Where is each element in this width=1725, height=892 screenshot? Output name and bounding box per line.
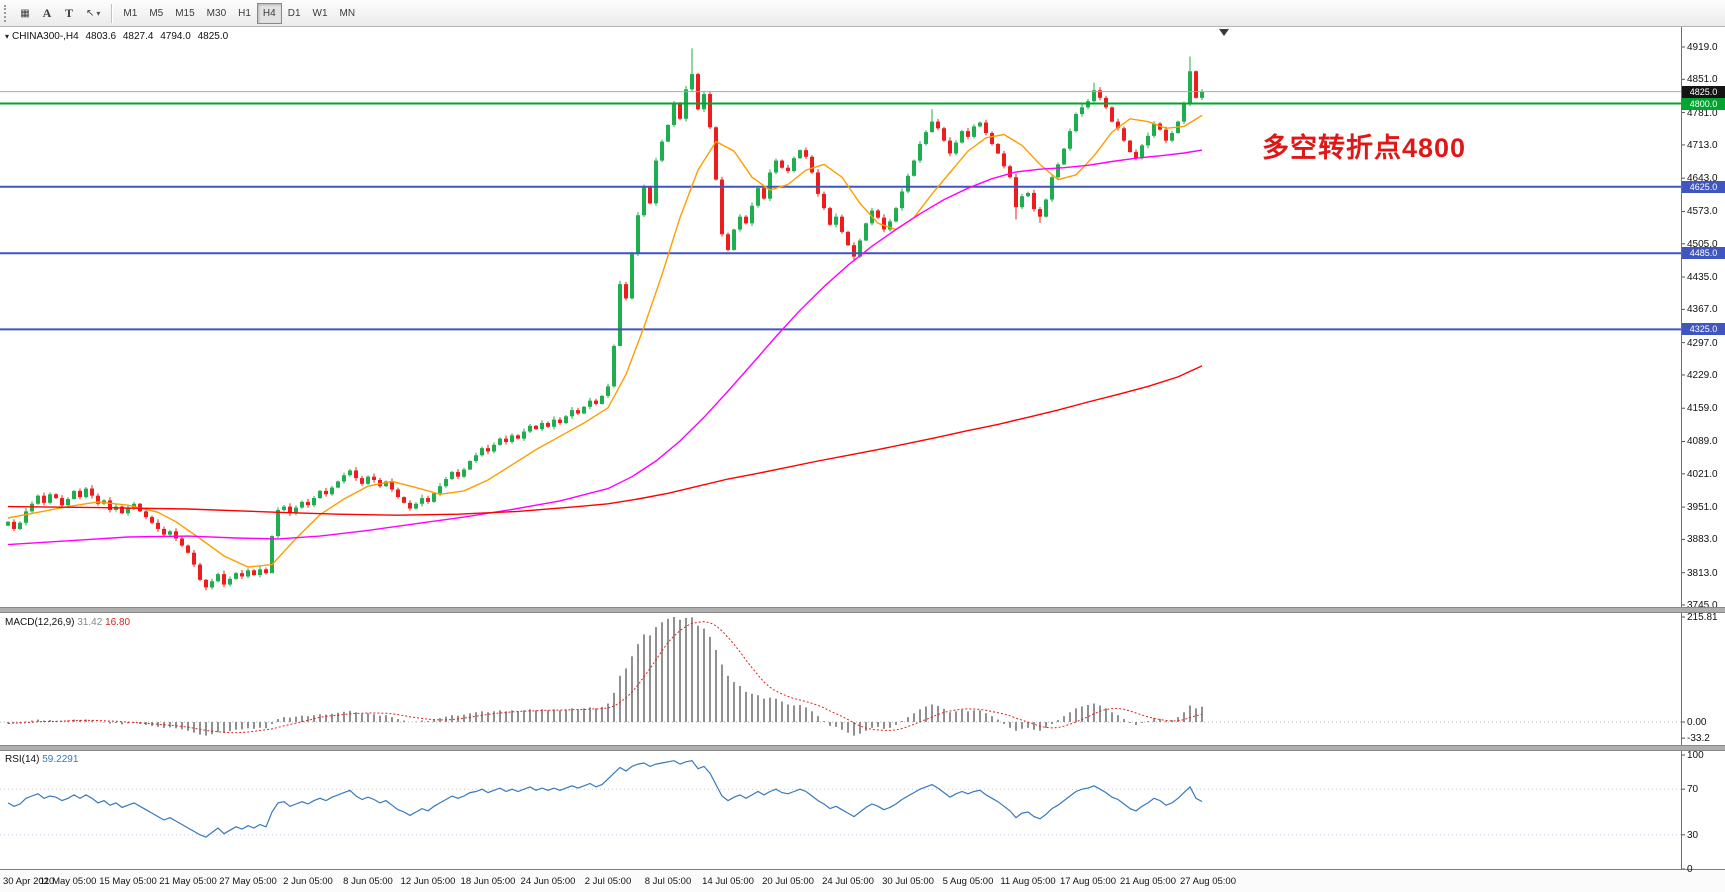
macd-axis-label: 215.81 — [1687, 611, 1718, 623]
rsi-axis-label: 0 — [1687, 864, 1693, 875]
price-axis-label: 4781.0 — [1687, 107, 1718, 119]
hline-price-badge: 4325.0 — [1682, 323, 1725, 336]
time-axis-label: 24 Jun 05:00 — [520, 876, 576, 887]
price-axis-label: 4367.0 — [1687, 304, 1718, 316]
rsi-indicator-label: RSI(14) 59.2291 — [5, 754, 78, 765]
panel-separator[interactable] — [0, 745, 1725, 751]
time-axis-label: 8 Jun 05:00 — [343, 876, 393, 887]
time-axis-label: 30 Jul 05:00 — [882, 876, 934, 887]
grid-icon: ▦ — [20, 7, 30, 19]
time-axis-label: 5 Aug 05:00 — [942, 876, 994, 887]
price-axis-label: 3813.0 — [1687, 567, 1718, 579]
ohlc-low: 4794.0 — [160, 31, 191, 42]
time-axis-label: 24 Jul 05:00 — [822, 876, 874, 887]
timeframe-m5-button[interactable]: M5 — [149, 7, 164, 19]
rsi-name: RSI(14) — [5, 754, 40, 765]
timeframe-d1-button[interactable]: D1 — [287, 7, 301, 19]
chart-dropdown-icon: ▾ — [5, 32, 10, 41]
chart-grid-button[interactable]: ▦ — [14, 3, 36, 24]
text-t-icon: T — [64, 5, 73, 20]
rsi-axis-label: 30 — [1687, 829, 1699, 841]
timeframe-m1-button[interactable]: M1 — [123, 7, 138, 19]
toolbar: ▦ A T ↖ ▾ M1 M5 M15 M30 H1 H4 D1 W1 MN — [0, 0, 1725, 27]
price-axis-label: 4713.0 — [1687, 139, 1718, 151]
ohlc-close: 4825.0 — [197, 31, 229, 42]
ohlc-high: 4827.4 — [122, 31, 154, 42]
chart-title: ▾ CHINA300-,H4 4803.6 4827.4 4794.0 4825.… — [5, 31, 232, 42]
price-axis-label: 4851.0 — [1687, 74, 1718, 86]
macd-axis-label: -33.2 — [1687, 733, 1710, 745]
price-axis-label: 4573.0 — [1687, 206, 1718, 218]
price-axis-label: 4159.0 — [1687, 403, 1718, 415]
text-a-icon: A — [42, 5, 52, 20]
price-axis-label: 4435.0 — [1687, 272, 1718, 284]
price-axis-divider — [1681, 27, 1682, 869]
time-axis-label: 17 Aug 05:00 — [1060, 876, 1116, 887]
time-axis-label: 8 Jul 05:00 — [644, 876, 692, 887]
time-axis-label: 30 Apr 2020 — [3, 876, 55, 887]
price-axis-label: 4643.0 — [1687, 173, 1718, 185]
rsi-axis-label: 70 — [1687, 784, 1699, 796]
time-axis-label: 15 May 05:00 — [99, 876, 157, 887]
toolbar-separator — [111, 3, 113, 23]
timeframe-mn-button[interactable]: MN — [339, 7, 356, 19]
time-axis-label: 2 Jul 05:00 — [584, 876, 632, 887]
hline-price-badge: 4485.0 — [1682, 247, 1725, 260]
toolbar-grip[interactable] — [4, 4, 9, 22]
time-axis-label: 27 Aug 05:00 — [1180, 876, 1236, 887]
cursor-icon: ↖ — [86, 7, 95, 19]
time-axis-label: 11 Aug 05:00 — [1000, 876, 1056, 887]
time-axis-label: 20 Jul 05:00 — [762, 876, 814, 887]
time-axis-label: 27 May 05:00 — [219, 876, 277, 887]
time-axis-label: 11 May 05:00 — [39, 876, 97, 887]
current-price-badge: 4825.0 — [1682, 85, 1725, 98]
hline-price-badge: 4625.0 — [1682, 180, 1725, 193]
rsi-axis-label: 100 — [1687, 750, 1704, 761]
timeframe-m15-button[interactable]: M15 — [175, 7, 195, 19]
text-a-tool-button[interactable]: A — [36, 3, 58, 24]
time-axis-label: 2 Jun 05:00 — [283, 876, 333, 887]
price-annotation-text[interactable]: 多空转折点4800 — [1262, 133, 1467, 163]
price-axis-label: 4505.0 — [1687, 238, 1718, 250]
price-axis-label: 4089.0 — [1687, 436, 1718, 448]
price-axis-label: 4919.0 — [1687, 42, 1718, 53]
price-axis-label: 3745.0 — [1687, 600, 1718, 611]
macd-indicator-label: MACD(12,26,9) 31.42 16.80 — [5, 617, 130, 628]
panel-separator[interactable] — [0, 607, 1725, 613]
time-axis-label: 14 Jul 05:00 — [702, 876, 754, 887]
chart-shift-marker-icon — [1219, 29, 1229, 36]
time-axis-label: 21 May 05:00 — [159, 876, 217, 887]
timeframe-h4-button[interactable]: H4 — [256, 2, 282, 24]
cursor-tool-button[interactable]: ↖ ▾ — [80, 3, 106, 24]
price-axis-label: 4297.0 — [1687, 337, 1718, 349]
macd-axis-label: 0.00 — [1687, 717, 1707, 728]
macd-main-value: 31.42 — [77, 617, 103, 628]
text-t-tool-button[interactable]: T — [58, 3, 80, 24]
rsi-value: 59.2291 — [42, 754, 79, 765]
chart-symbol: CHINA300-,H4 — [12, 31, 79, 42]
price-axis-label: 3951.0 — [1687, 502, 1718, 514]
ohlc-open: 4803.6 — [85, 31, 117, 42]
price-axis-label: 4021.0 — [1687, 468, 1718, 480]
macd-name: MACD(12,26,9) — [5, 617, 75, 628]
time-axis-label: 12 Jun 05:00 — [400, 876, 456, 887]
timeframe-m30-button[interactable]: M30 — [206, 7, 227, 19]
chevron-down-icon: ▾ — [96, 8, 101, 18]
hline-price-badge: 4800.0 — [1682, 97, 1725, 110]
time-axis[interactable]: 30 Apr 2020 11 May 05:00 15 May 05:00 21 Ma… — [0, 869, 1725, 892]
time-axis-label: 18 Jun 05:00 — [460, 876, 516, 887]
timeframe-w1-button[interactable]: W1 — [312, 7, 328, 19]
timeframe-h1-button[interactable]: H1 — [238, 7, 251, 19]
price-axis-label: 4229.0 — [1687, 369, 1718, 381]
price-axis-label: 3883.0 — [1687, 534, 1718, 546]
macd-signal-value: 16.80 — [105, 617, 131, 628]
time-axis-label: 21 Aug 05:00 — [1120, 876, 1176, 887]
